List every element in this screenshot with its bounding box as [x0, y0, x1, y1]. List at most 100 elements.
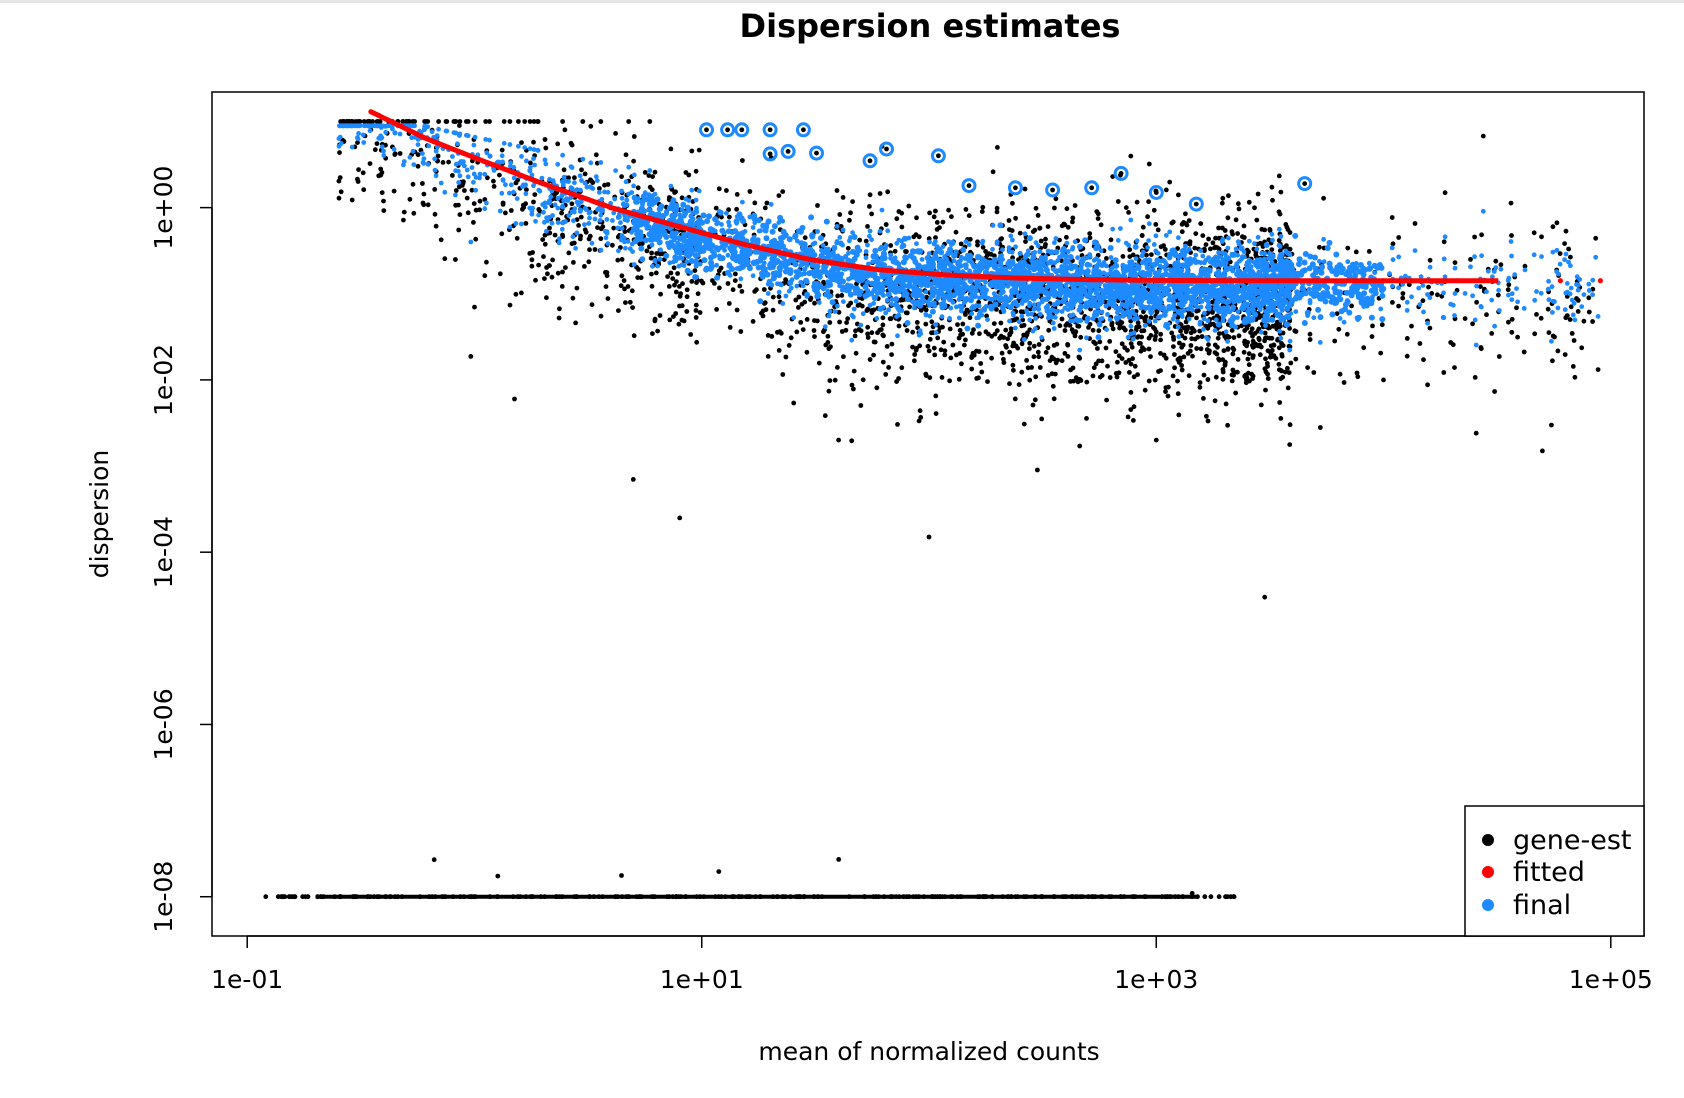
final-point — [1223, 329, 1229, 335]
gene-est-point — [1087, 235, 1093, 241]
gene-est-point — [536, 262, 541, 268]
final-point — [919, 257, 925, 262]
gene-est-point — [1024, 358, 1029, 363]
gene-est-point — [531, 199, 536, 205]
gene-est-point — [802, 299, 808, 305]
gene-est-point — [1109, 322, 1115, 328]
gene-est-point — [791, 400, 797, 406]
gene-est-point — [1257, 352, 1263, 358]
final-point — [1288, 311, 1294, 316]
gene-est-point — [367, 161, 373, 167]
gene-est-point — [834, 188, 840, 193]
final-point — [415, 142, 421, 148]
gene-est-point — [547, 225, 552, 231]
gene-est-point — [457, 123, 462, 128]
gene-est-point — [975, 242, 980, 248]
final-point — [684, 259, 690, 265]
final-point — [822, 324, 828, 330]
final-point — [356, 131, 361, 136]
gene-est-point — [1378, 350, 1384, 356]
gene-est-point — [916, 418, 922, 424]
final-point — [738, 276, 744, 282]
final-point — [1337, 316, 1343, 321]
final-point — [1498, 266, 1504, 272]
final-point — [740, 199, 745, 205]
final-point — [559, 226, 565, 232]
gene-est-point — [991, 321, 997, 326]
gene-est-point — [1027, 340, 1033, 346]
gene-est-point — [963, 337, 968, 343]
final-point — [889, 297, 895, 302]
gene-est-point — [906, 203, 912, 209]
final-point — [420, 160, 426, 165]
gene-est-point — [1354, 370, 1360, 376]
gene-est-point — [410, 181, 416, 187]
final-point — [927, 239, 932, 245]
gene-est-point — [671, 265, 677, 271]
gene-est-point — [1073, 375, 1079, 381]
final-point — [958, 254, 964, 260]
gene-est-point — [1226, 334, 1232, 340]
gene-est-point — [1222, 362, 1228, 367]
final-point — [1031, 302, 1037, 307]
gene-est-point — [1178, 328, 1183, 334]
gene-est-point — [1155, 227, 1161, 233]
gene-est-point — [1158, 331, 1164, 337]
gene-est-point — [1262, 594, 1268, 600]
gene-est-point — [1441, 239, 1447, 245]
final-point — [1567, 291, 1573, 297]
gene-est-point — [1128, 153, 1134, 159]
final-point — [1345, 259, 1351, 265]
gene-est-point — [657, 313, 663, 318]
final-point — [513, 221, 519, 226]
final-point — [1442, 234, 1448, 240]
gene-est-point — [1248, 330, 1253, 335]
gene-est-point — [724, 188, 729, 193]
gene-est-point — [770, 294, 776, 300]
gene-est-point — [1246, 370, 1251, 376]
final-point — [1235, 309, 1241, 315]
final-point — [457, 173, 463, 179]
gene-est-point — [1131, 404, 1137, 410]
gene-est-point — [592, 247, 598, 252]
gene-est-point — [1581, 318, 1587, 324]
final-point — [1052, 240, 1057, 246]
final-point — [1531, 252, 1537, 258]
final-point — [1053, 236, 1059, 241]
gene-est-point — [1033, 205, 1039, 211]
gene-est-point — [1575, 309, 1581, 314]
gene-est-point — [1094, 209, 1100, 215]
gene-est-point — [626, 119, 632, 124]
gene-est-point — [886, 365, 891, 370]
final-point — [587, 209, 593, 215]
gene-est-point — [926, 534, 932, 540]
final-point — [1127, 314, 1132, 320]
final-point — [979, 240, 985, 246]
gene-est-point — [762, 301, 767, 306]
gene-est-point — [1220, 367, 1226, 372]
final-point — [1307, 300, 1313, 306]
final-point — [361, 140, 367, 145]
final-point — [1246, 238, 1252, 244]
gene-est-point — [737, 283, 743, 289]
gene-est-point — [571, 240, 577, 246]
gene-est-point — [513, 291, 519, 297]
final-point — [425, 162, 431, 167]
final-point — [1200, 253, 1206, 259]
final-point — [1031, 306, 1037, 312]
gene-est-point — [336, 178, 342, 184]
final-point — [1568, 285, 1574, 291]
gene-est-point — [836, 309, 842, 315]
gene-est-point — [1132, 363, 1138, 369]
final-point — [522, 145, 528, 151]
final-point — [561, 198, 567, 204]
final-point — [477, 171, 483, 177]
gene-est-point — [420, 181, 425, 186]
final-point — [1581, 292, 1587, 297]
gene-est-point — [1175, 378, 1180, 384]
gene-est-point — [381, 198, 386, 204]
gene-est-point — [1241, 349, 1247, 355]
gene-est-point — [847, 217, 852, 223]
final-point — [432, 156, 438, 162]
gene-est-point — [560, 119, 565, 124]
